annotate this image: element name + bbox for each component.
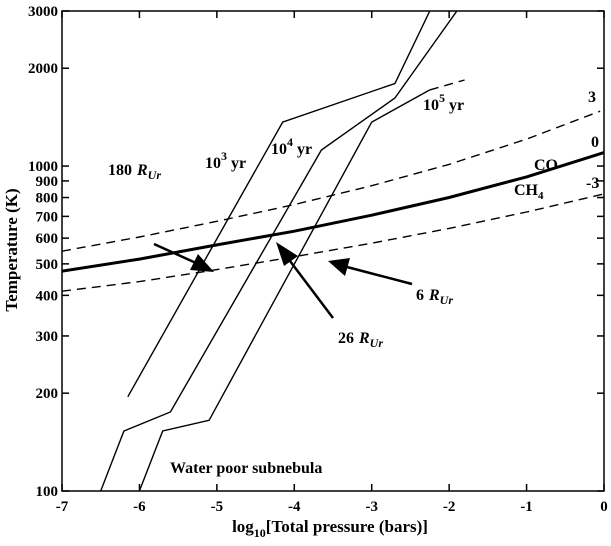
x-tick-label: -6: [133, 499, 146, 515]
y-tick-label: 800: [36, 191, 59, 207]
label-1e5-yr: 105 yr: [423, 91, 464, 114]
label-water-poor: Water poor subnebula: [170, 460, 322, 477]
label-ch4: CH4: [514, 182, 544, 202]
arrow-180-rur: [153, 242, 214, 272]
y-tick-label: 1000: [28, 159, 58, 175]
series-line-7: [429, 79, 465, 91]
label-26-rur: 26 RUr: [338, 330, 383, 350]
label-1e4-yr: 104 yr: [271, 135, 312, 158]
label-neg3: -3: [586, 175, 599, 192]
x-tick-label: -2: [443, 499, 456, 515]
y-tick-label: 500: [36, 257, 59, 273]
x-tick-label: 0: [600, 499, 608, 515]
x-tick-label: -4: [288, 499, 301, 515]
x-tick-label: -7: [56, 499, 69, 515]
label-0: 0: [591, 134, 599, 151]
y-tick-label: 600: [36, 231, 59, 247]
x-tick-labels: -7 -6 -5 -4 -3 -2 -1 0: [56, 499, 608, 515]
y-tick-label: 900: [36, 174, 59, 190]
arrow-6-rur: [328, 258, 413, 286]
series-line-6: [138, 89, 431, 491]
label-1e3-yr: 103 yr: [205, 149, 246, 172]
y-tick-label: 400: [36, 288, 59, 304]
label-3: 3: [588, 89, 596, 106]
x-tick-label: -5: [211, 499, 224, 515]
label-co: CO: [534, 157, 558, 174]
x-tick-label: -1: [520, 499, 533, 515]
arrow-26-rur: [276, 242, 334, 319]
series-lines: [62, 11, 604, 491]
plot-frame: [61, 10, 605, 492]
y-tick-label: 100: [36, 484, 59, 500]
label-6-rur: 6 RUr: [416, 287, 453, 307]
axis-ticks: [61, 10, 605, 492]
y-axis-label: Temperature (K): [2, 188, 21, 311]
x-axis-label: log10[Total pressure (bars)]: [232, 517, 428, 540]
label-180-rur: 180 RUr: [108, 162, 161, 182]
y-tick-label: 700: [36, 209, 59, 225]
series-line-1: [62, 151, 604, 273]
y-tick-label: 3000: [28, 4, 58, 20]
y-tick-label: 200: [36, 386, 59, 402]
x-tick-label: -3: [365, 499, 378, 515]
series-line-5: [100, 11, 458, 491]
series-line-3: [62, 193, 604, 292]
series-line-4: [127, 11, 431, 398]
y-tick-label: 2000: [28, 61, 58, 77]
series-line-2: [62, 110, 601, 252]
y-tick-label: 300: [36, 329, 59, 345]
